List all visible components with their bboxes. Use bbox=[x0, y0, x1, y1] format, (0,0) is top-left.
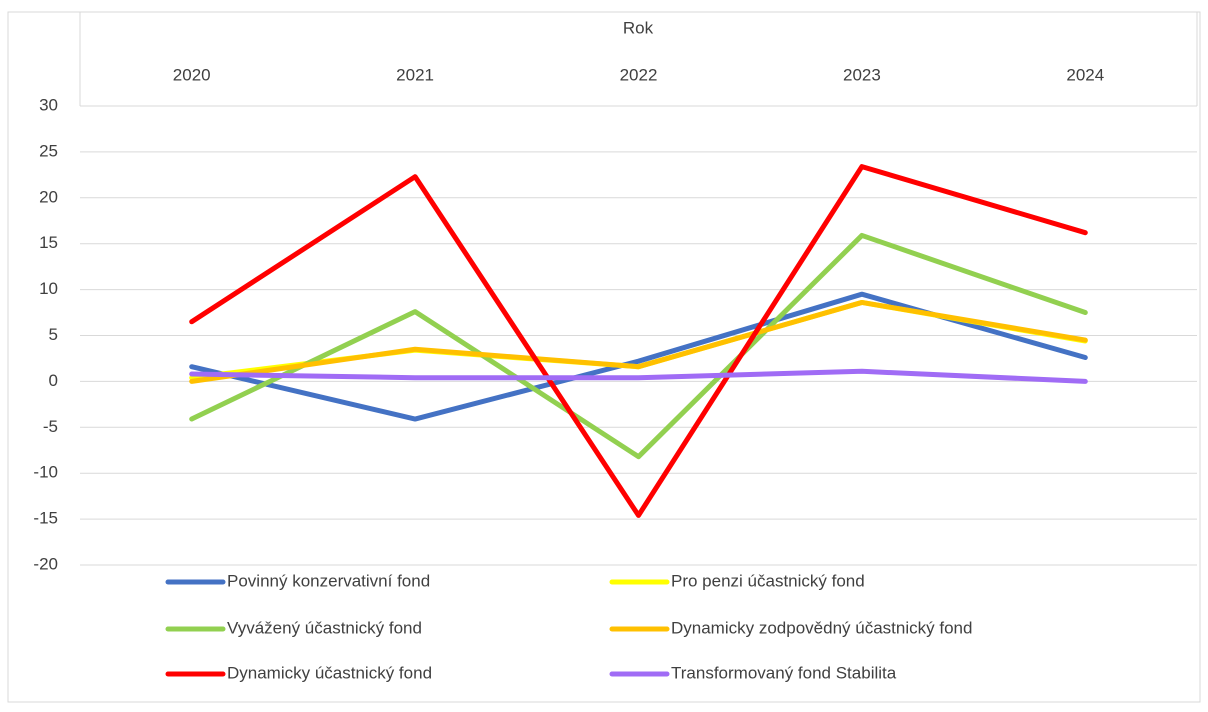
legend-label: Pro penzi účastnický fond bbox=[671, 571, 865, 590]
legend-label: Transformovaný fond Stabilita bbox=[671, 663, 897, 682]
y-tick-label: 5 bbox=[49, 325, 58, 344]
x-tick-label: 2021 bbox=[396, 65, 434, 84]
legend-label: Povinný konzervativní fond bbox=[227, 571, 430, 590]
legend-label: Dynamicky účastnický fond bbox=[227, 663, 432, 682]
chart-frame bbox=[7, 11, 1201, 703]
series-line bbox=[189, 164, 1088, 518]
y-tick-label: -20 bbox=[33, 554, 58, 573]
y-tick-label: 25 bbox=[39, 141, 58, 160]
legend-label: Vyvážený účastnický fond bbox=[227, 618, 422, 637]
x-axis-title: Rok bbox=[623, 18, 654, 37]
legend-label: Dynamicky zodpovědný účastnický fond bbox=[671, 618, 972, 637]
series-line bbox=[189, 299, 1088, 384]
x-tick-label: 2022 bbox=[620, 65, 658, 84]
y-tick-label: -5 bbox=[43, 417, 58, 436]
x-tick-label: 2023 bbox=[843, 65, 881, 84]
x-tick-label: 2020 bbox=[173, 65, 211, 84]
x-tick-label: 2024 bbox=[1066, 65, 1104, 84]
y-tick-label: 0 bbox=[49, 371, 58, 390]
y-tick-label: 15 bbox=[39, 233, 58, 252]
y-tick-label: 10 bbox=[39, 279, 58, 298]
y-tick-label: -10 bbox=[33, 463, 58, 482]
y-tick-label: 30 bbox=[39, 95, 58, 114]
series-line bbox=[189, 232, 1088, 460]
series-line bbox=[189, 368, 1088, 384]
y-tick-label: -15 bbox=[33, 509, 58, 528]
y-tick-label: 20 bbox=[39, 187, 58, 206]
